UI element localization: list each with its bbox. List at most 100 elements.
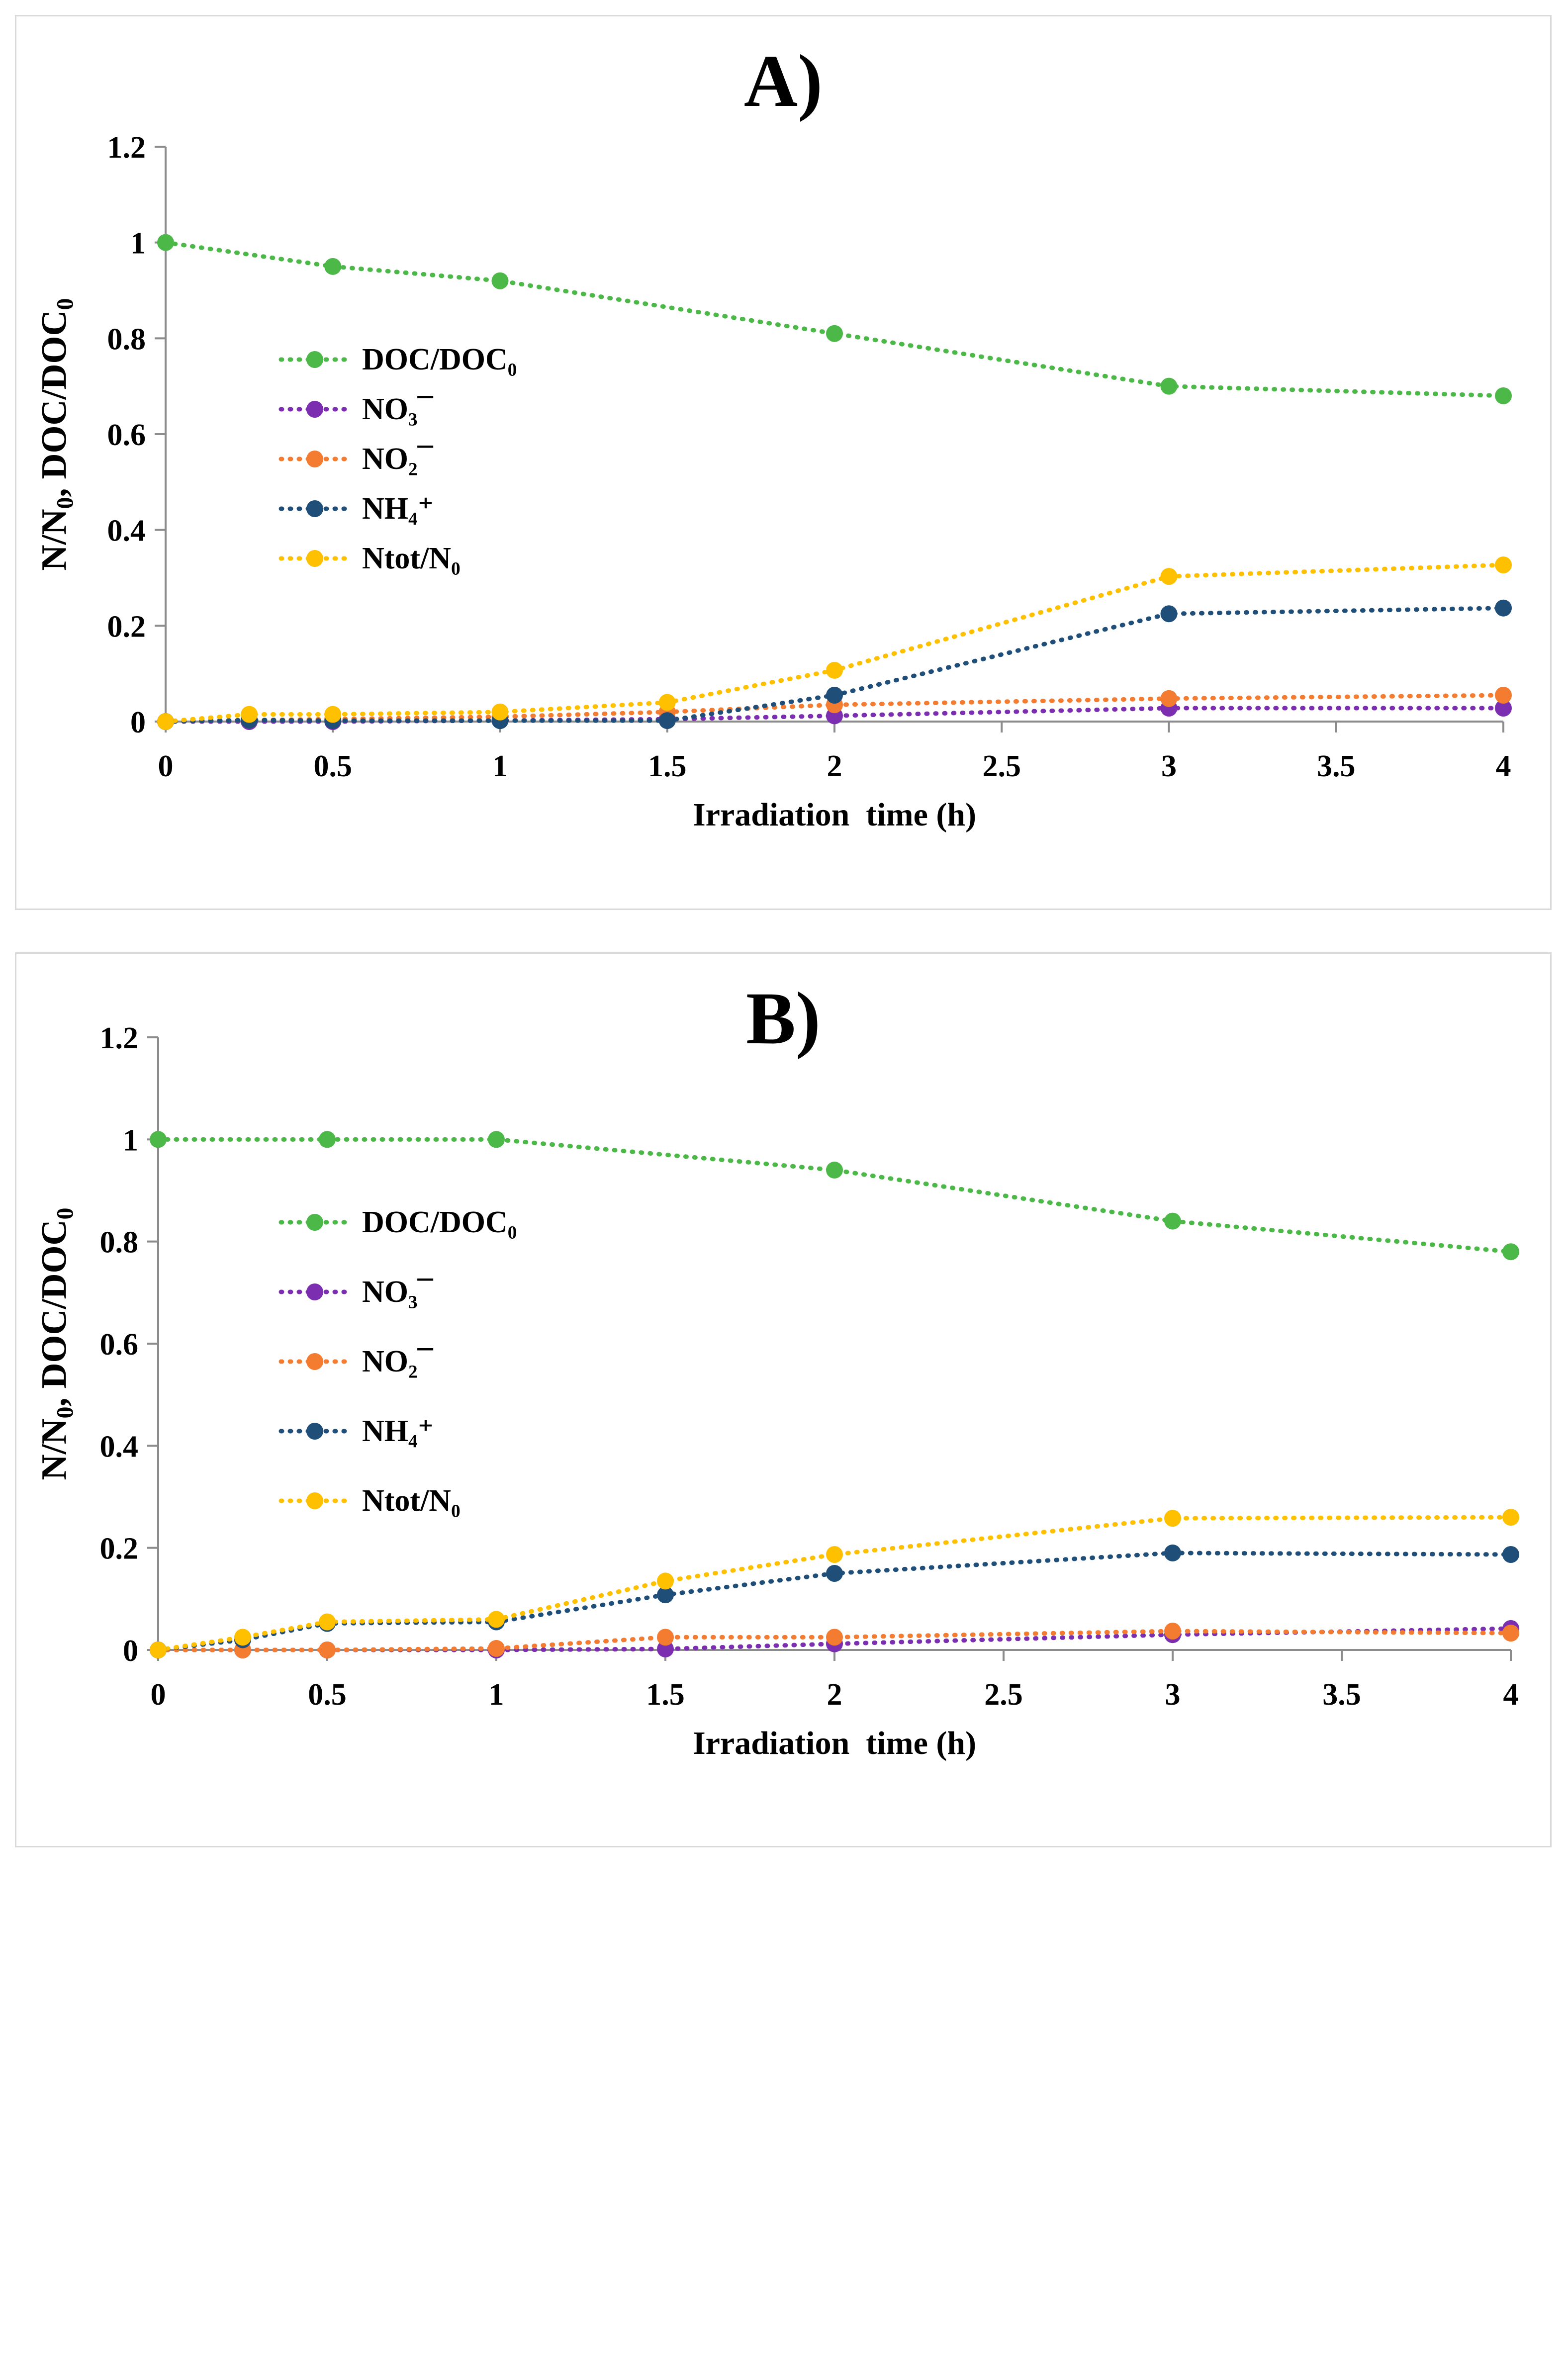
x-tick-label: 4 bbox=[1496, 749, 1511, 783]
series-line-ntot bbox=[163, 562, 1506, 724]
legend-swatch-no2 bbox=[278, 451, 352, 467]
x-tick-label: 1.5 bbox=[646, 1678, 685, 1712]
x-tick-label: 1 bbox=[489, 1678, 504, 1712]
y-tick-label: 0.8 bbox=[107, 322, 146, 356]
data-point-doc bbox=[1495, 387, 1512, 404]
legend-swatch-nh4 bbox=[278, 1423, 352, 1440]
y-tick-label: 0.2 bbox=[100, 1532, 139, 1566]
data-point-ntot bbox=[826, 1546, 843, 1563]
series-line-nh4 bbox=[156, 1551, 1513, 1652]
chart-b-y-label-part: , DOC/DOC bbox=[34, 1219, 74, 1406]
data-point-no2 bbox=[1160, 690, 1178, 707]
x-tick-label: 3 bbox=[1161, 749, 1177, 783]
data-point-doc bbox=[324, 258, 342, 275]
chart-a-y-label-part: , DOC/DOC bbox=[34, 310, 74, 497]
chart-b-plot: 0 0.2 0.4 0.6 0.8 1 1.2 0 0.5 1 1.5 2 2.5 3 3.5 4 bbox=[100, 1021, 1519, 1712]
x-tick-label: 1 bbox=[492, 749, 508, 783]
legend-swatch-no3 bbox=[278, 401, 352, 418]
data-point-nh4 bbox=[1164, 1544, 1181, 1561]
data-point-ntot bbox=[1164, 1510, 1181, 1527]
data-point-ntot bbox=[826, 661, 843, 679]
x-tick-label: 2 bbox=[827, 749, 842, 783]
data-point-nh4 bbox=[826, 1565, 843, 1582]
x-tick-label: 3 bbox=[1165, 1678, 1181, 1712]
data-point-ntot bbox=[658, 694, 676, 711]
chart-panel-b: 0 0.2 0.4 0.6 0.8 1 1.2 0 0.5 1 1.5 2 2.5 3 3.5 4 B) N/… bbox=[15, 952, 1552, 1847]
legend-marker bbox=[306, 1283, 323, 1300]
data-point-nh4 bbox=[1502, 1546, 1519, 1563]
series-line-ntot bbox=[156, 1515, 1513, 1652]
data-point-nh4 bbox=[1495, 599, 1512, 617]
legend-marker bbox=[306, 351, 323, 368]
x-tick-label: 0.5 bbox=[308, 1678, 347, 1712]
legend-marker bbox=[306, 1423, 323, 1440]
data-point-ntot bbox=[1502, 1509, 1519, 1526]
y-tick-label: 0.4 bbox=[100, 1430, 139, 1463]
chart-b-y-axis-label: N/N0, DOC/DOC0 bbox=[34, 1207, 79, 1480]
data-point-ntot bbox=[488, 1611, 505, 1628]
x-tick-label: 1.5 bbox=[648, 749, 687, 783]
series-line-doc bbox=[156, 1137, 1513, 1254]
chart-b-y-label-sub: 0 bbox=[52, 1207, 79, 1219]
chart-panel-a: 0 0.2 0.4 0.6 0.8 1 1.2 0 0.5 1 1.5 2 2.5 3 3.5 4 A) N/… bbox=[15, 15, 1552, 910]
legend-label: NH₄⁺ bbox=[362, 492, 434, 526]
legend-label: DOC/DOC₀ bbox=[362, 343, 517, 376]
data-point-ntot bbox=[150, 1642, 167, 1658]
data-point-no2 bbox=[488, 1640, 505, 1657]
chart-b-x-axis-label: Irradiation time (h) bbox=[692, 1725, 977, 1761]
data-point-nh4 bbox=[657, 1586, 674, 1604]
chart-a-x-axis-label: Irradiation time (h) bbox=[692, 797, 977, 833]
y-tick-label: 1.2 bbox=[107, 131, 146, 165]
data-point-doc bbox=[1160, 377, 1178, 395]
data-point-no2 bbox=[1502, 1625, 1519, 1642]
legend-swatch-doc bbox=[278, 351, 352, 368]
y-tick-label: 1 bbox=[130, 227, 146, 261]
data-point-ntot bbox=[234, 1629, 251, 1646]
data-point-doc bbox=[1164, 1212, 1181, 1230]
data-point-nh4 bbox=[658, 712, 676, 730]
legend-label: NO₃¯ bbox=[362, 392, 433, 426]
x-tick-label: 2 bbox=[827, 1678, 842, 1712]
x-tick-label: 0 bbox=[151, 1678, 166, 1712]
chart-a-y-label-part: N/N bbox=[34, 509, 74, 570]
legend-label: NO₂¯ bbox=[362, 1345, 433, 1378]
data-point-doc bbox=[157, 234, 174, 251]
legend-label: NO₃¯ bbox=[362, 1275, 433, 1309]
y-tick-label: 0 bbox=[130, 706, 146, 739]
chart-a-y-label-sub: 0 bbox=[52, 298, 79, 310]
data-point-doc bbox=[488, 1131, 505, 1148]
data-point-ntot bbox=[1160, 568, 1178, 585]
legend-marker bbox=[306, 550, 323, 567]
chart-b-title: B) bbox=[746, 977, 821, 1060]
x-tick-label: 2.5 bbox=[984, 1678, 1023, 1712]
legend-marker bbox=[306, 401, 323, 418]
data-point-nh4 bbox=[826, 687, 843, 704]
data-point-doc bbox=[1502, 1243, 1519, 1261]
data-point-doc bbox=[826, 1161, 843, 1179]
chart-a-y-axis-label: N/N0, DOC/DOC0 bbox=[34, 298, 79, 570]
y-tick-label: 0 bbox=[123, 1634, 138, 1668]
data-point-no2 bbox=[1164, 1623, 1181, 1640]
y-tick-label: 0.6 bbox=[107, 418, 146, 452]
legend-label: NO₂¯ bbox=[362, 442, 433, 476]
legend-swatch-no3 bbox=[278, 1283, 352, 1300]
x-tick-label: 3.5 bbox=[1322, 1678, 1361, 1712]
data-point-doc bbox=[319, 1131, 336, 1148]
data-point-ntot bbox=[241, 706, 258, 723]
chart-a-plot: 0 0.2 0.4 0.6 0.8 1 1.2 0 0.5 1 1.5 2 2.5 3 3.5 4 bbox=[107, 131, 1512, 783]
y-tick-label: 0.2 bbox=[107, 610, 146, 643]
data-point-doc bbox=[491, 272, 509, 289]
series-line-nh4 bbox=[163, 606, 1506, 724]
data-point-no3 bbox=[657, 1640, 674, 1657]
x-tick-label: 0 bbox=[158, 749, 174, 783]
legend-marker bbox=[306, 1214, 323, 1231]
chart-b-y-label-sub: 0 bbox=[52, 1406, 79, 1418]
legend-swatch-nh4 bbox=[278, 500, 352, 517]
legend-label: NH₄⁺ bbox=[362, 1414, 434, 1448]
y-tick-label: 0.6 bbox=[100, 1328, 139, 1362]
data-point-ntot bbox=[319, 1613, 336, 1631]
data-point-ntot bbox=[657, 1572, 674, 1590]
legend-swatch-ntot bbox=[278, 1492, 352, 1509]
legend-label: Ntot/N₀ bbox=[362, 1484, 461, 1518]
chart-a-title: A) bbox=[743, 40, 823, 122]
